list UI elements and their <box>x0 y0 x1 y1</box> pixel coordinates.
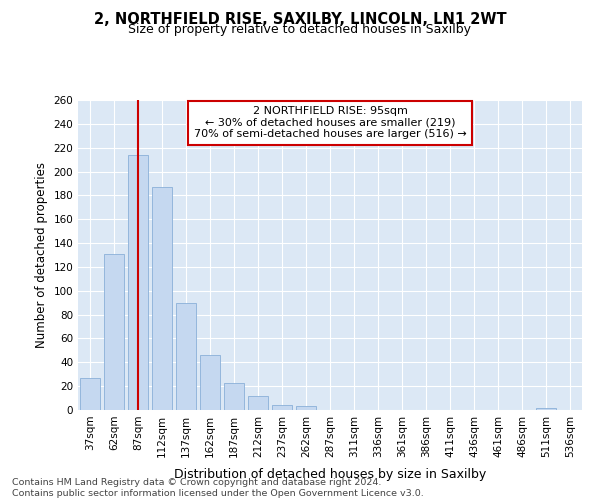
Bar <box>224 382 244 410</box>
Bar <box>200 355 220 410</box>
Text: Contains HM Land Registry data © Crown copyright and database right 2024.
Contai: Contains HM Land Registry data © Crown c… <box>12 478 424 498</box>
Bar <box>272 405 292 410</box>
X-axis label: Distribution of detached houses by size in Saxilby: Distribution of detached houses by size … <box>174 468 486 481</box>
Y-axis label: Number of detached properties: Number of detached properties <box>35 162 48 348</box>
Bar <box>128 155 148 410</box>
Bar <box>152 187 172 410</box>
Bar <box>80 378 100 410</box>
Text: Size of property relative to detached houses in Saxilby: Size of property relative to detached ho… <box>128 22 472 36</box>
Bar <box>176 302 196 410</box>
Bar <box>104 254 124 410</box>
Bar <box>536 408 556 410</box>
Bar <box>296 406 316 410</box>
Bar <box>248 396 268 410</box>
Text: 2, NORTHFIELD RISE, SAXILBY, LINCOLN, LN1 2WT: 2, NORTHFIELD RISE, SAXILBY, LINCOLN, LN… <box>94 12 506 28</box>
Text: 2 NORTHFIELD RISE: 95sqm
← 30% of detached houses are smaller (219)
70% of semi-: 2 NORTHFIELD RISE: 95sqm ← 30% of detach… <box>194 106 466 140</box>
